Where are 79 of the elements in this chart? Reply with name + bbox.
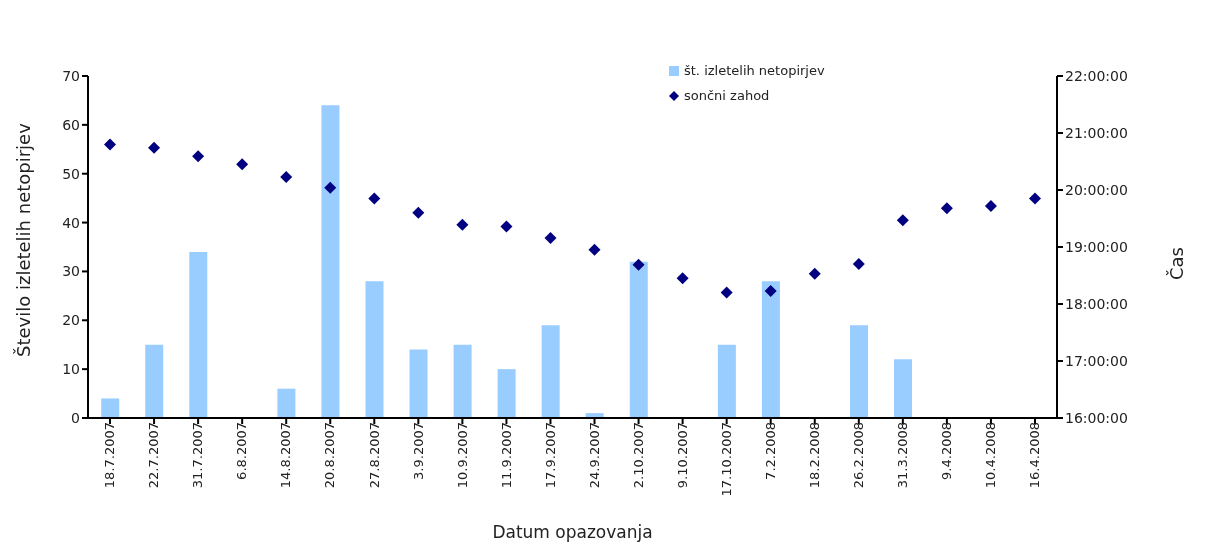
- y2-tick-label: 19:00:00: [1065, 238, 1128, 255]
- x-tick-label: 7.2.2008: [762, 422, 778, 480]
- point: [280, 170, 293, 183]
- bar: [365, 281, 384, 418]
- y-tick-label: 60: [62, 116, 80, 133]
- point: [588, 243, 601, 256]
- bar: [321, 105, 340, 418]
- x-tick-label: 9.10.2007: [674, 422, 690, 489]
- bar: [894, 359, 913, 418]
- point: [148, 141, 161, 154]
- bar: [761, 281, 780, 418]
- point: [984, 199, 997, 212]
- x-tick-label: 11.9.2007: [498, 422, 514, 489]
- x-tick-label: 10.4.2008: [983, 422, 999, 489]
- x-tick-label: 26.2.2008: [851, 422, 867, 489]
- x-tick-label: 10.9.2007: [454, 422, 470, 489]
- x-tick-label: 22.7.2007: [146, 422, 162, 489]
- point: [324, 181, 337, 194]
- y-axis-title: Število izletelih netopirjev: [13, 122, 35, 357]
- bar: [189, 251, 208, 418]
- point: [104, 138, 117, 151]
- y2-tick-label: 17:00:00: [1065, 352, 1128, 369]
- x-tick-label: 14.8.2007: [278, 422, 294, 489]
- x-tick-label: 31.7.2007: [190, 422, 206, 489]
- point: [1028, 192, 1041, 205]
- y-tick-label: 50: [62, 165, 80, 182]
- point: [896, 214, 909, 227]
- point: [632, 258, 645, 271]
- bar: [497, 369, 516, 418]
- y-tick-label: 0: [71, 409, 80, 426]
- y2-tick-label: 16:00:00: [1065, 409, 1128, 426]
- y-tick-label: 20: [62, 312, 80, 329]
- bar: [277, 388, 296, 418]
- point: [720, 286, 733, 299]
- x-tick-label: 17.9.2007: [542, 422, 558, 489]
- point: [808, 267, 821, 280]
- point: [456, 218, 469, 231]
- x-tick-label: 18.2.2008: [806, 422, 822, 489]
- point: [500, 220, 513, 233]
- bar: [849, 325, 868, 418]
- x-tick-label: 18.7.2007: [102, 422, 118, 489]
- bar: [409, 349, 428, 418]
- legend-label: št. izletelih netopirjev: [684, 63, 825, 78]
- x-tick-label: 16.4.2008: [1027, 422, 1043, 489]
- y-tick-label: 70: [62, 67, 80, 84]
- y2-axis-title: Čas: [1166, 247, 1188, 280]
- x-axis-title: Datum opazovanja: [492, 522, 653, 542]
- y2-tick-label: 20:00:00: [1065, 181, 1128, 198]
- y2-tick-label: 22:00:00: [1065, 67, 1128, 84]
- bar: [717, 344, 736, 418]
- bar: [629, 261, 648, 418]
- bar: [541, 325, 560, 418]
- x-tick-label: 2.10.2007: [630, 422, 646, 489]
- point: [412, 206, 425, 219]
- x-tick-label: 3.9.2007: [410, 422, 426, 480]
- y-tick-label: 30: [62, 263, 80, 280]
- x-tick-label: 24.9.2007: [586, 422, 602, 489]
- point: [544, 231, 557, 244]
- point: [192, 150, 205, 163]
- point: [236, 158, 249, 171]
- bar: [145, 344, 164, 418]
- x-tick-label: 17.10.2007: [718, 422, 734, 497]
- y2-tick-label: 18:00:00: [1065, 295, 1128, 312]
- bar: [453, 344, 472, 418]
- x-tick-label: 27.8.2007: [366, 422, 382, 489]
- point: [852, 258, 865, 271]
- bar: [101, 398, 120, 418]
- x-tick-label: 6.8.2007: [234, 422, 250, 480]
- x-tick-label: 31.3.2008: [895, 422, 911, 489]
- point: [676, 272, 689, 285]
- y2-tick-label: 21:00:00: [1065, 124, 1128, 141]
- x-tick-label: 9.4.2008: [939, 422, 955, 480]
- y-tick-label: 40: [62, 214, 80, 231]
- point: [368, 192, 381, 205]
- point: [940, 202, 953, 215]
- point: [764, 284, 777, 297]
- legend-label: sončni zahod: [684, 88, 770, 103]
- y-tick-label: 10: [62, 361, 80, 378]
- x-tick-label: 20.8.2007: [322, 422, 338, 489]
